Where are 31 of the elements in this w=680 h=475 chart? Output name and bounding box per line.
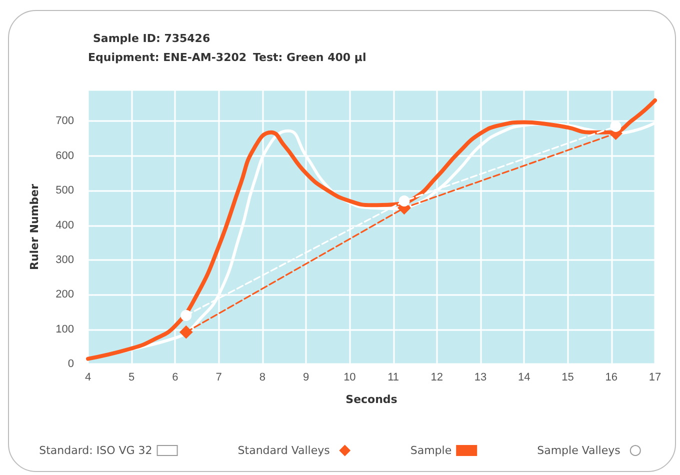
y-axis-title: Ruler Number bbox=[28, 183, 41, 270]
x-axis-title: Seconds bbox=[346, 393, 398, 406]
x-tick-label: 5 bbox=[128, 372, 135, 384]
x-tick-label: 13 bbox=[474, 372, 487, 384]
x-tick-label: 10 bbox=[344, 372, 356, 384]
y-tick-label: 0 bbox=[68, 358, 74, 370]
text: Test: Green 400 µl bbox=[253, 51, 366, 64]
chart-subtitle: Equipment: ENE-AM-3202 bbox=[88, 51, 247, 64]
y-tick-label: 500 bbox=[56, 184, 74, 197]
legend-label: Sample Valleys bbox=[537, 444, 621, 457]
y-tick-label: 100 bbox=[56, 323, 74, 336]
x-tick-label: 9 bbox=[303, 372, 310, 384]
legend-label: Standard: ISO VG 32 bbox=[39, 444, 152, 457]
x-tick-label: 12 bbox=[430, 372, 444, 384]
y-tick-label: 600 bbox=[56, 150, 74, 162]
x-tick-label: 15 bbox=[562, 372, 574, 384]
y-tick-label: 300 bbox=[56, 254, 74, 266]
y-tick-label: 200 bbox=[56, 288, 74, 301]
y-tick-label: 400 bbox=[56, 219, 74, 232]
x-tick-label: 11 bbox=[388, 372, 400, 384]
chart-title: Sample ID: 735426 bbox=[93, 32, 210, 45]
legend-label: Standard Valleys bbox=[238, 444, 330, 457]
y-tick-label: 700 bbox=[56, 115, 74, 128]
legend-label: Sample bbox=[410, 444, 452, 457]
x-tick-label: 14 bbox=[518, 372, 530, 384]
x-tick-label: 7 bbox=[216, 372, 222, 384]
x-tick-label: 8 bbox=[259, 372, 266, 384]
x-tick-label: 6 bbox=[172, 372, 178, 384]
x-tick-label: 17 bbox=[648, 372, 662, 384]
x-tick-label: 16 bbox=[605, 372, 618, 384]
x-tick-label: 4 bbox=[84, 372, 92, 384]
